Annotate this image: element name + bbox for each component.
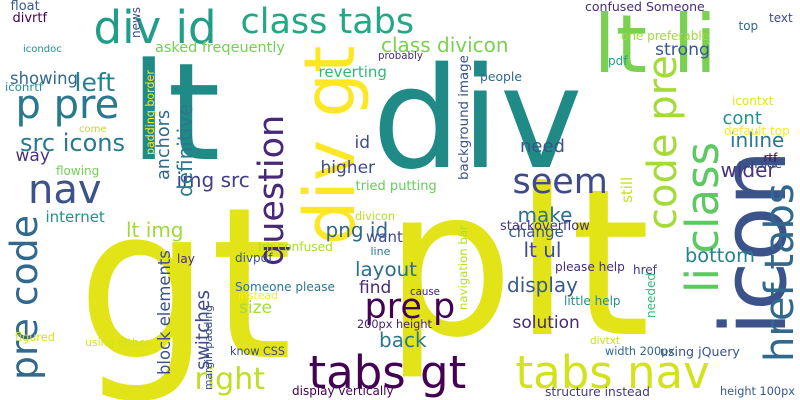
word-padding-border: padding border — [143, 70, 157, 155]
word-showing: showing — [10, 68, 78, 88]
word-still: still — [618, 176, 636, 203]
word-want: want — [366, 228, 403, 246]
word-make: make — [517, 203, 573, 227]
word-internet: internet — [45, 208, 105, 226]
word-display-vertically: display vertically — [292, 384, 394, 398]
word-definitive: definitive — [173, 103, 197, 197]
word-block-elements: block elements — [155, 250, 174, 375]
word-p-pre: p pre — [15, 82, 120, 128]
word-size: size — [239, 298, 272, 318]
word-code-pre: code pre — [639, 55, 686, 230]
word-iconrtf: iconrtf — [5, 80, 43, 94]
word-back: back — [379, 328, 427, 352]
word-inside: inside — [746, 157, 783, 171]
word-width-200px: width 200px — [605, 344, 675, 358]
word-navigation-bar: navigation bar — [456, 225, 470, 310]
word-using-either: using either — [85, 335, 150, 349]
word-seem: seem — [512, 162, 608, 202]
word-probably: probably — [378, 50, 423, 62]
word-gt: gt — [77, 162, 293, 400]
word-lt: lt — [130, 34, 221, 191]
word-class-divicon: class divicon — [381, 33, 509, 57]
word-layout: layout — [355, 258, 417, 281]
word-come: come — [79, 124, 107, 135]
word-reverting: reverting — [318, 63, 387, 81]
word-top: top — [738, 19, 759, 33]
word-stackoverflow: stackoverflow — [500, 219, 590, 234]
word-cause: cause — [410, 287, 440, 298]
word-lt-img: lt img — [126, 218, 184, 242]
word-flowing: flowing — [56, 164, 100, 178]
word-tried-putting: tried putting — [355, 179, 437, 194]
word-structure-instead: structure instead — [545, 384, 650, 399]
word-figured: figured — [15, 330, 55, 344]
word-img-src: img src — [176, 168, 250, 192]
word-float: float — [10, 0, 40, 14]
word-pre-p: pre p — [364, 287, 456, 327]
word-icontxt: icontxt — [732, 94, 774, 108]
word-height-100px: height 100px — [720, 385, 795, 398]
word-lt-ul: lt ul — [523, 238, 562, 262]
word-need: need — [520, 136, 565, 157]
word-png-id: png id — [325, 218, 389, 242]
word-someone-please: Someone please — [235, 279, 335, 294]
word-text: text — [769, 11, 793, 25]
word-id: id — [354, 133, 371, 153]
word-tabs-gt: tabs gt — [308, 346, 467, 399]
word-know-css: know CSS — [230, 344, 285, 358]
word-news: news — [129, 6, 143, 38]
word-pdf: pdf — [608, 54, 628, 68]
word-cont: cont — [722, 108, 762, 129]
word-please-help: please help — [555, 259, 625, 274]
word-divpdf: divpdf — [235, 251, 273, 265]
word-div: div — [372, 38, 583, 201]
word-line: line — [370, 245, 391, 258]
word-lt-li: lt li — [593, 0, 717, 91]
word-div-id: div id — [93, 1, 217, 54]
word-one-preferable: one preferable — [621, 29, 710, 43]
word-change: change — [508, 223, 564, 241]
word-class-tabs: class tabs — [240, 2, 415, 42]
word-margin-padding: margin padding — [201, 305, 215, 390]
word-default-top: default top — [724, 124, 790, 138]
word-people: people — [480, 69, 522, 84]
word-anchors: anchors — [154, 109, 174, 180]
word-wider: wider — [720, 158, 776, 182]
word-tabs-nav: tabs nav — [515, 346, 710, 399]
word-confused-someone: confused Someone — [585, 0, 705, 14]
word-strong: strong — [655, 39, 710, 60]
word-divtxt: divtxt — [590, 335, 620, 347]
word-using-jquery: using jQuery — [660, 344, 740, 359]
word-bottom: bottom — [685, 243, 755, 267]
word-im-confused: Im confused — [258, 239, 333, 254]
word-href: href — [633, 263, 657, 277]
word-display: display — [507, 273, 579, 297]
word-solution: solution — [512, 313, 580, 333]
word-pre-code: pre code — [2, 215, 46, 380]
word-instead: instead — [238, 288, 278, 302]
word-little-help: little help — [564, 294, 621, 308]
word-rtf: rtf — [763, 151, 778, 165]
word-background-image: background image — [456, 55, 472, 180]
word-asked-freqeuently: asked freqeuently — [155, 39, 285, 56]
word-left: left — [74, 68, 116, 97]
word-200px-height: 200px height — [357, 318, 432, 331]
word-plt: plt — [384, 146, 651, 383]
word-inline: inline — [730, 128, 785, 152]
word-href-tabs: href tabs — [757, 183, 800, 362]
word-li-class: li class — [676, 141, 729, 293]
word-src-icons: src icons — [20, 128, 125, 157]
word-divrtf: divrtf — [12, 11, 48, 26]
word-lay: lay — [177, 252, 195, 266]
word-needed: needed — [644, 272, 658, 318]
word-way: way — [15, 146, 50, 166]
word-right: right — [194, 362, 266, 397]
word-divicon: divicon — [355, 209, 395, 223]
word-icondoc: icondoc — [23, 44, 62, 55]
word-nav: nav — [28, 167, 102, 213]
word-higher: higher — [320, 158, 376, 178]
word-find: find — [359, 278, 392, 298]
